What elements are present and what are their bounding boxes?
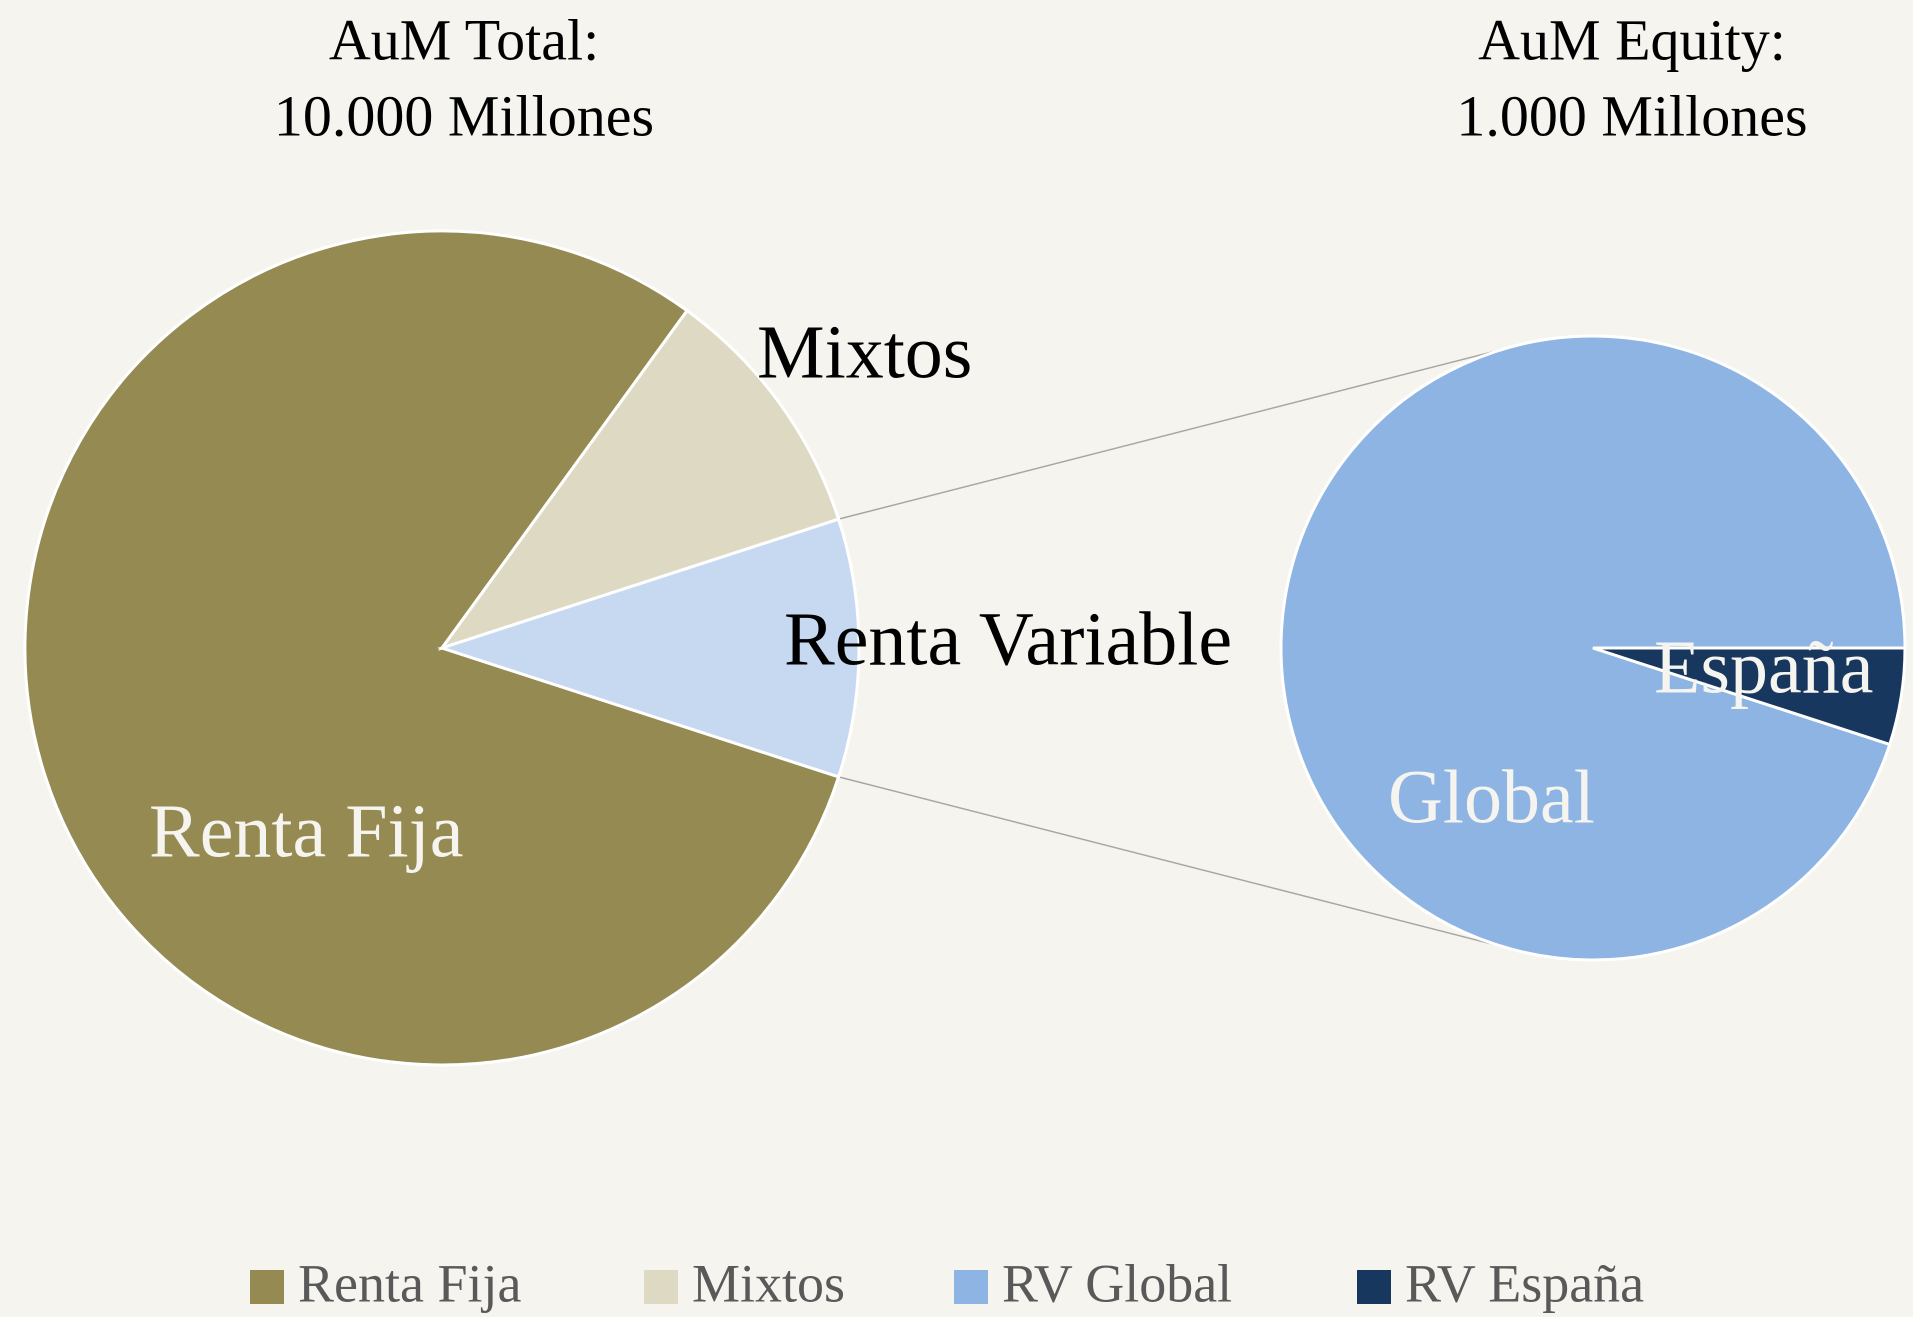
slice-label: Renta Variable [784, 597, 1232, 681]
legend-label: RV Global [1002, 1253, 1232, 1313]
legend-swatch [1357, 1270, 1391, 1304]
connector-line [838, 776, 1500, 947]
legend-label: RV España [1405, 1253, 1644, 1313]
chart-title: AuM Equity: [1478, 7, 1786, 72]
chart-title: AuM Total: [329, 7, 599, 72]
connector-line [838, 349, 1500, 520]
slice-label: Renta Fija [149, 789, 464, 873]
slice-label: Mixtos [757, 310, 972, 394]
chart-title: 1.000 Millones [1456, 83, 1807, 148]
slice-label: Global [1388, 755, 1595, 839]
legend-label: Renta Fija [298, 1253, 521, 1313]
chart-title: 10.000 Millones [274, 83, 654, 148]
pie-slice [1592, 646, 1907, 747]
legend-swatch [644, 1270, 678, 1304]
legend-label: Mixtos [692, 1253, 845, 1313]
pie-slice [438, 308, 841, 651]
legend-swatch [250, 1270, 284, 1304]
pie-slice [437, 517, 861, 779]
pie-slice [23, 229, 841, 1067]
legend-swatch [954, 1270, 988, 1304]
slice-label: España [1654, 625, 1873, 709]
